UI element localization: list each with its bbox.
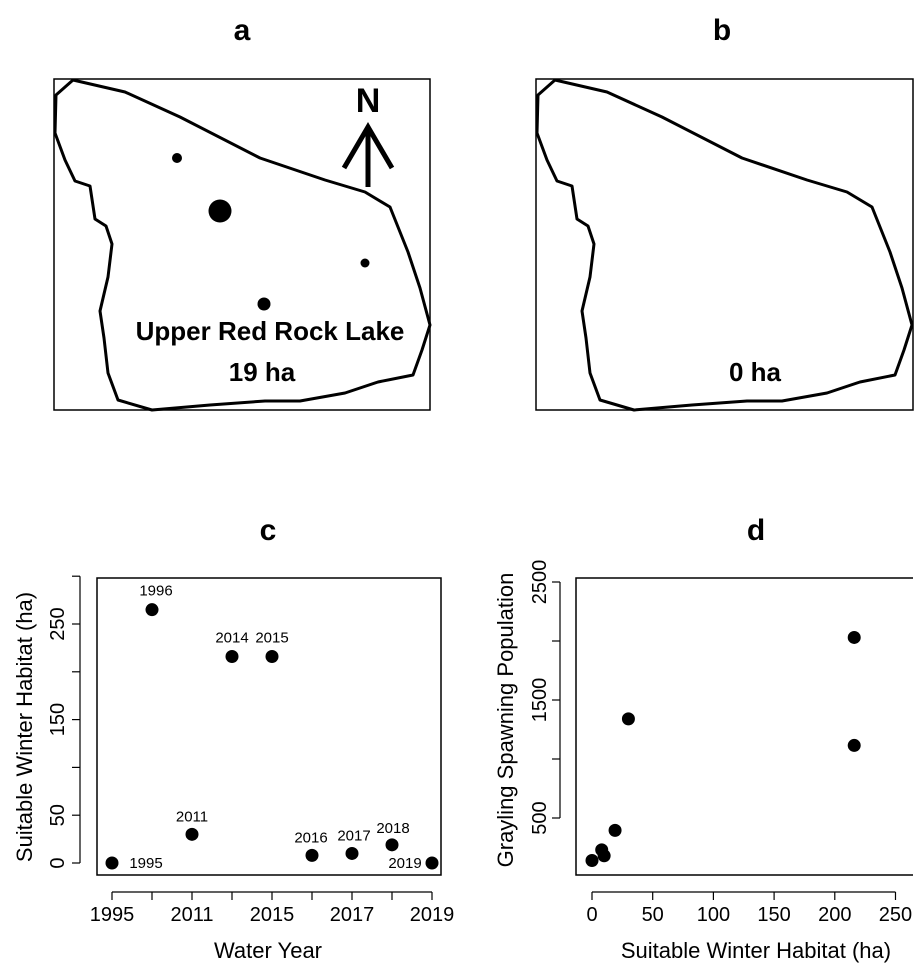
panel-c-point-label: 2017 — [337, 827, 370, 844]
panel-b-frame — [535, 78, 914, 411]
panel-d-point — [847, 738, 861, 752]
deep-pool-spot-3 — [360, 258, 370, 268]
panel-c-x-tick-label: 1995 — [90, 904, 135, 926]
panel-c-point — [265, 650, 279, 664]
lake-outline-b — [535, 78, 914, 412]
panel-c-x-tick-label: 2015 — [250, 904, 295, 926]
panel-c-point — [345, 846, 359, 860]
panel-d-y-tick-label: 500 — [529, 801, 551, 834]
lake-name-label: Upper Red Rock Lake — [136, 316, 405, 346]
deep-pool-spot-2 — [208, 199, 232, 223]
panel-c-point-label: 1996 — [139, 583, 172, 600]
panel-d-x-tick-label: 150 — [757, 904, 790, 926]
north-label: N — [356, 82, 381, 120]
panel-c-y-tick-label: 250 — [47, 607, 69, 640]
panel-c-point-label: 1995 — [129, 855, 162, 872]
panel-d-title: d — [747, 514, 765, 547]
panel-c-point-label: 2016 — [294, 829, 327, 846]
panel-d-xlabel: Suitable Winter Habitat (ha) — [621, 938, 891, 963]
panel-c-point-label: 2014 — [215, 630, 248, 647]
panel-c-point — [185, 827, 199, 841]
panel-a-title: a — [234, 14, 251, 47]
panel-d-ylabel: Grayling Spawning Population — [493, 573, 518, 868]
area-label-a: 19 ha — [229, 357, 296, 387]
lake-outline-a — [53, 78, 432, 412]
panel-c-point — [305, 848, 319, 862]
deep-pool-spot-1 — [172, 153, 182, 163]
panel-c-ylabel: Suitable Winter Habitat (ha) — [12, 592, 37, 862]
panel-c-y-tick-label: 150 — [47, 703, 69, 736]
panel-d-y-tick-label: 1500 — [529, 678, 551, 723]
panel-c-x-tick-label: 2011 — [170, 904, 213, 926]
panel-c-point — [385, 838, 399, 852]
panel-d-point — [847, 630, 861, 644]
panel-d-point — [608, 823, 622, 837]
panel-c-x-tick-label: 2017 — [330, 904, 375, 926]
panel-c-title: c — [260, 514, 277, 547]
panel-d-frame — [575, 577, 913, 876]
panel-d-point — [621, 712, 635, 726]
panel-c-x-tick-label: 2019 — [410, 904, 455, 926]
panel-d-point — [597, 849, 611, 863]
panel-c-point — [145, 603, 159, 617]
panel-c-y-tick-label: 0 — [47, 857, 69, 868]
panel-c-y-tick-label: 50 — [47, 804, 69, 826]
north-arrow-icon — [341, 122, 395, 187]
scatter-panel-d: d Suitable Winter Habitat (ha) Grayling … — [493, 514, 913, 963]
panel-c-point-label: 2011 — [176, 808, 208, 825]
panel-a-frame — [53, 78, 431, 411]
panel-c-point-label: 2018 — [376, 820, 409, 837]
panel-d-x-tick-label: 0 — [586, 904, 597, 926]
panel-d-x-tick-label: 250 — [879, 904, 912, 926]
panel-d-y-tick-label: 2500 — [529, 560, 551, 605]
deep-pool-spot-4 — [257, 297, 271, 311]
area-label-b: 0 ha — [729, 357, 782, 387]
panel-c-point-label: 2019 — [388, 855, 421, 872]
panel-c-xlabel: Water Year — [214, 938, 322, 963]
panel-c-point — [225, 650, 239, 664]
scatter-panel-c: c Water Year Suitable Winter Habitat (ha… — [12, 514, 454, 963]
panel-c-frame — [96, 577, 442, 876]
panel-d-point — [585, 853, 599, 867]
panel-d-x-tick-label: 200 — [818, 904, 851, 926]
panel-c-point — [105, 856, 119, 870]
panel-b-title: b — [713, 14, 731, 47]
panel-c-point — [425, 856, 439, 870]
panel-c-point-label: 2015 — [255, 630, 288, 647]
panel-d-x-tick-label: 100 — [697, 904, 730, 926]
panel-d-x-tick-label: 50 — [642, 904, 664, 926]
